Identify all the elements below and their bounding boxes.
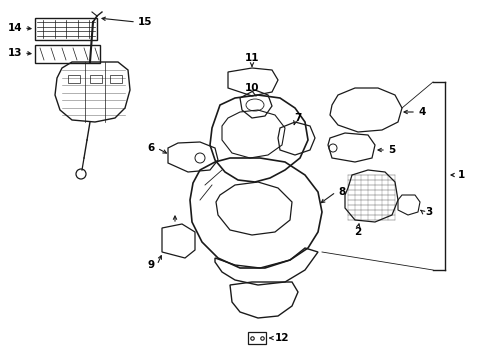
Text: 1: 1 (458, 170, 465, 180)
Text: 15: 15 (138, 17, 152, 27)
Text: 6: 6 (148, 143, 155, 153)
Bar (68, 75, 80, 83)
Text: 11: 11 (245, 53, 259, 63)
Text: 7: 7 (294, 113, 302, 123)
Text: 12: 12 (275, 333, 290, 343)
Text: 5: 5 (388, 145, 395, 155)
Text: 2: 2 (354, 227, 362, 237)
Text: 9: 9 (148, 260, 155, 270)
Text: 14: 14 (7, 23, 22, 33)
Text: 13: 13 (7, 48, 22, 58)
Text: 10: 10 (245, 83, 259, 93)
Bar (90, 75, 102, 83)
Bar (110, 75, 122, 83)
Text: 3: 3 (425, 207, 432, 217)
Text: 4: 4 (418, 107, 425, 117)
Text: 8: 8 (338, 187, 345, 197)
